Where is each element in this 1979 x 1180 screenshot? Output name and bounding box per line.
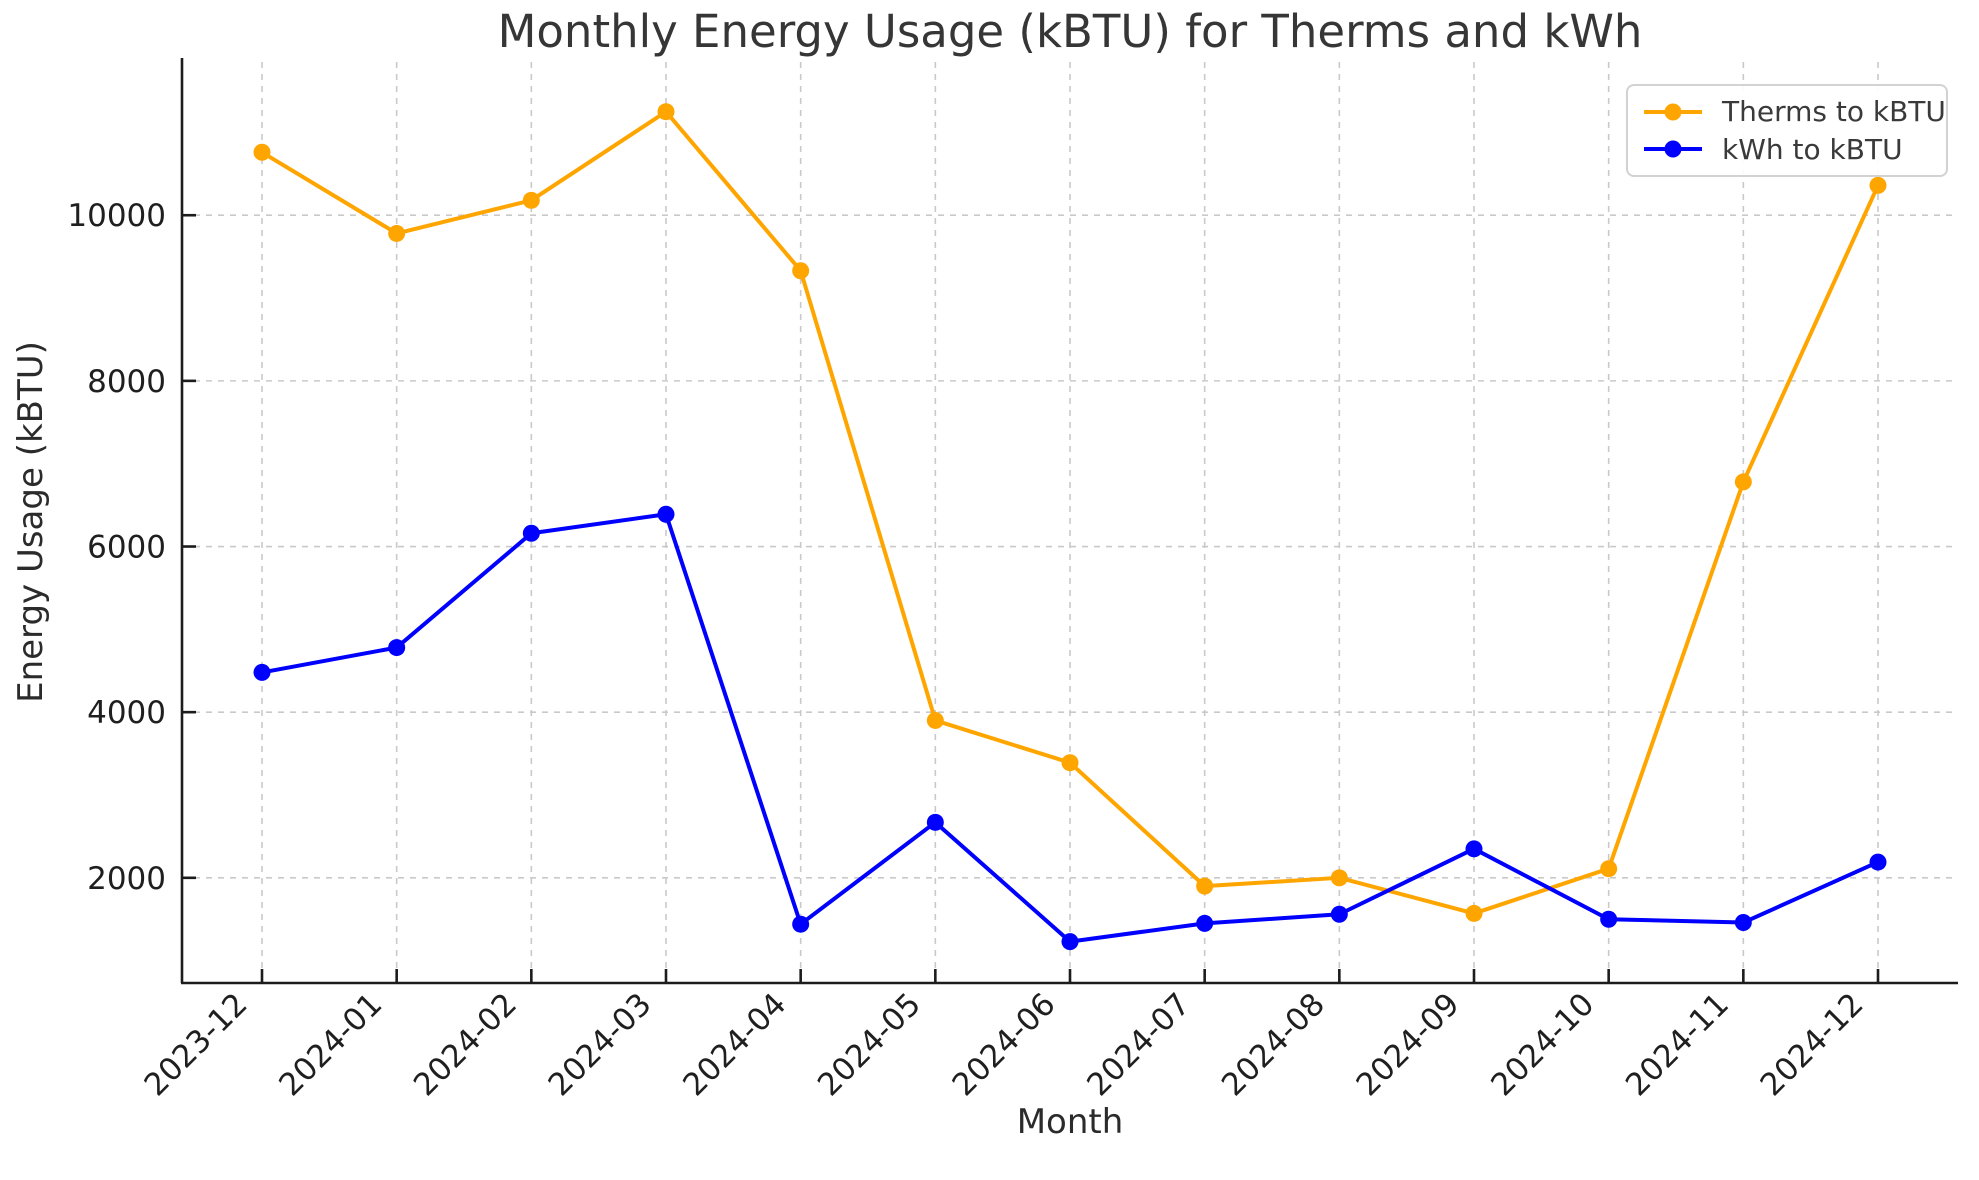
svg-text:2024-11: 2024-11 — [1619, 986, 1736, 1103]
svg-text:2024-10: 2024-10 — [1484, 986, 1601, 1103]
svg-text:2024-07: 2024-07 — [1080, 986, 1197, 1103]
therms-marker-2024-04 — [792, 262, 810, 280]
therms-marker-2024-05 — [926, 711, 944, 729]
kwh-marker-2024-12 — [1869, 853, 1887, 871]
svg-text:2000: 2000 — [87, 861, 166, 897]
svg-text:2024-05: 2024-05 — [811, 986, 928, 1103]
therms-marker-2024-08 — [1330, 869, 1348, 887]
grid — [182, 62, 1958, 983]
legend: Therms to kBTU kWh to kBTU — [1626, 84, 1948, 177]
legend-item-therms: Therms to kBTU — [1642, 93, 1946, 131]
therms-marker-2023-12 — [253, 143, 271, 161]
legend-item-kwh: kWh to kBTU — [1642, 131, 1934, 169]
kwh-marker-2024-02 — [522, 524, 540, 542]
kwh-marker-2024-08 — [1330, 905, 1348, 923]
y-tick-labels: 2000 4000 6000 8000 10000 — [67, 198, 166, 897]
therms-line-swatch — [1644, 103, 1702, 121]
x-tick-labels: 2023-12 2024-01 2024-02 2024-03 2024-04 2024-… — [138, 986, 1871, 1103]
svg-text:2024-01: 2024-01 — [272, 986, 389, 1103]
kwh-marker-2023-12 — [253, 663, 271, 681]
svg-text:10000: 10000 — [67, 198, 166, 234]
svg-text:8000: 8000 — [87, 364, 166, 400]
legend-label-therms: Therms to kBTU — [1722, 95, 1946, 129]
kwh-marker-2024-04 — [792, 915, 810, 933]
chart-title: Monthly Energy Usage (kBTU) for Therms a… — [497, 5, 1643, 58]
therms-marker-2024-02 — [522, 191, 540, 209]
kwh-line-swatch — [1644, 140, 1702, 158]
therms-marker-2024-07 — [1196, 877, 1214, 895]
svg-text:4000: 4000 — [87, 695, 166, 731]
kwh-marker-2024-03 — [657, 505, 675, 523]
kwh-marker-2024-07 — [1196, 914, 1214, 932]
svg-text:2024-08: 2024-08 — [1215, 986, 1332, 1103]
svg-text:2024-06: 2024-06 — [946, 986, 1063, 1103]
svg-text:6000: 6000 — [87, 530, 166, 566]
svg-text:2024-04: 2024-04 — [676, 986, 793, 1103]
therms-marker-2024-10 — [1600, 860, 1618, 878]
svg-text:2024-09: 2024-09 — [1350, 986, 1467, 1103]
kwh-marker-2024-09 — [1465, 840, 1483, 858]
therms-marker-2024-01 — [388, 224, 406, 242]
y-axis-label: Energy Usage (kBTU) — [11, 341, 51, 703]
axes-spines — [180, 58, 1958, 985]
kwh-series — [253, 505, 1887, 951]
therms-marker-2024-06 — [1061, 754, 1079, 772]
therms-marker-2024-11 — [1734, 473, 1752, 491]
kwh-marker-2024-01 — [388, 639, 406, 657]
svg-text:2024-12: 2024-12 — [1754, 986, 1871, 1103]
svg-text:2023-12: 2023-12 — [138, 986, 255, 1103]
svg-text:2024-03: 2024-03 — [542, 986, 659, 1103]
x-axis-label: Month — [1016, 1102, 1124, 1142]
therms-marker-2024-09 — [1465, 904, 1483, 922]
therms-marker-2024-12 — [1869, 176, 1887, 194]
kwh-marker-2024-05 — [926, 813, 944, 831]
therms-marker-2024-03 — [657, 103, 675, 121]
kwh-marker-2024-06 — [1061, 933, 1079, 951]
therms-series — [253, 103, 1887, 922]
legend-label-kwh: kWh to kBTU — [1722, 132, 1903, 166]
svg-text:2024-02: 2024-02 — [407, 986, 524, 1103]
kwh-marker-2024-10 — [1600, 910, 1618, 928]
kwh-marker-2024-11 — [1734, 914, 1752, 932]
